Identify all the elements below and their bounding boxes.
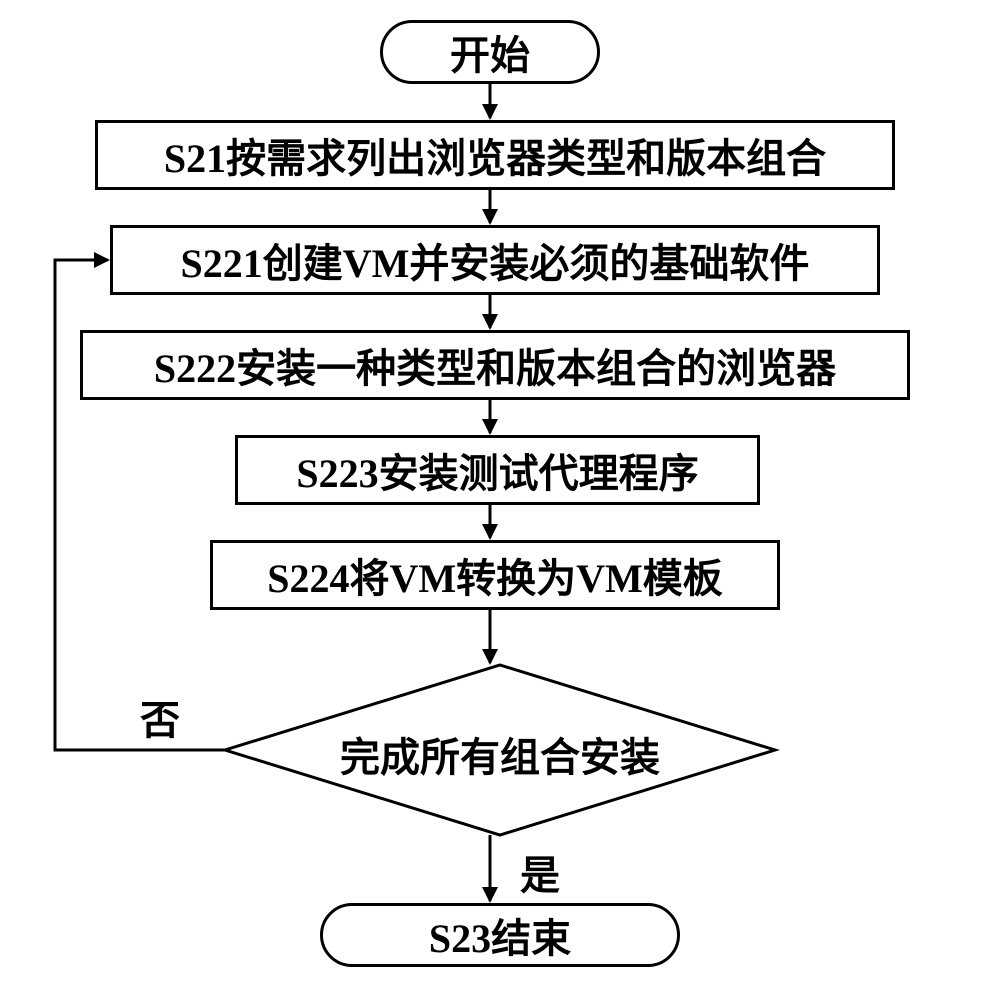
- start-node: 开始: [380, 20, 600, 84]
- s21-label: S21按需求列出浏览器类型和版本组合: [164, 126, 826, 184]
- end-node: S23结束: [320, 903, 680, 967]
- end-label: S23结束: [429, 906, 571, 964]
- decision-label: 完成所有组合安装: [225, 725, 775, 783]
- yes-label: 是: [520, 843, 560, 901]
- s222-label: S222安装一种类型和版本组合的浏览器: [154, 336, 836, 394]
- s224-node: S224将VM转换为VM模板: [210, 540, 780, 610]
- s224-label: S224将VM转换为VM模板: [267, 546, 723, 604]
- s222-node: S222安装一种类型和版本组合的浏览器: [80, 330, 910, 400]
- s221-label: S221创建VM并安装必须的基础软件: [181, 231, 810, 289]
- s223-label: S223安装测试代理程序: [296, 441, 698, 499]
- no-label: 否: [140, 688, 180, 746]
- flowchart-canvas: 开始 S21按需求列出浏览器类型和版本组合 S221创建VM并安装必须的基础软件…: [0, 0, 984, 1000]
- s21-node: S21按需求列出浏览器类型和版本组合: [95, 120, 895, 190]
- start-label: 开始: [450, 23, 530, 81]
- s221-node: S221创建VM并安装必须的基础软件: [110, 225, 880, 295]
- s223-node: S223安装测试代理程序: [235, 435, 760, 505]
